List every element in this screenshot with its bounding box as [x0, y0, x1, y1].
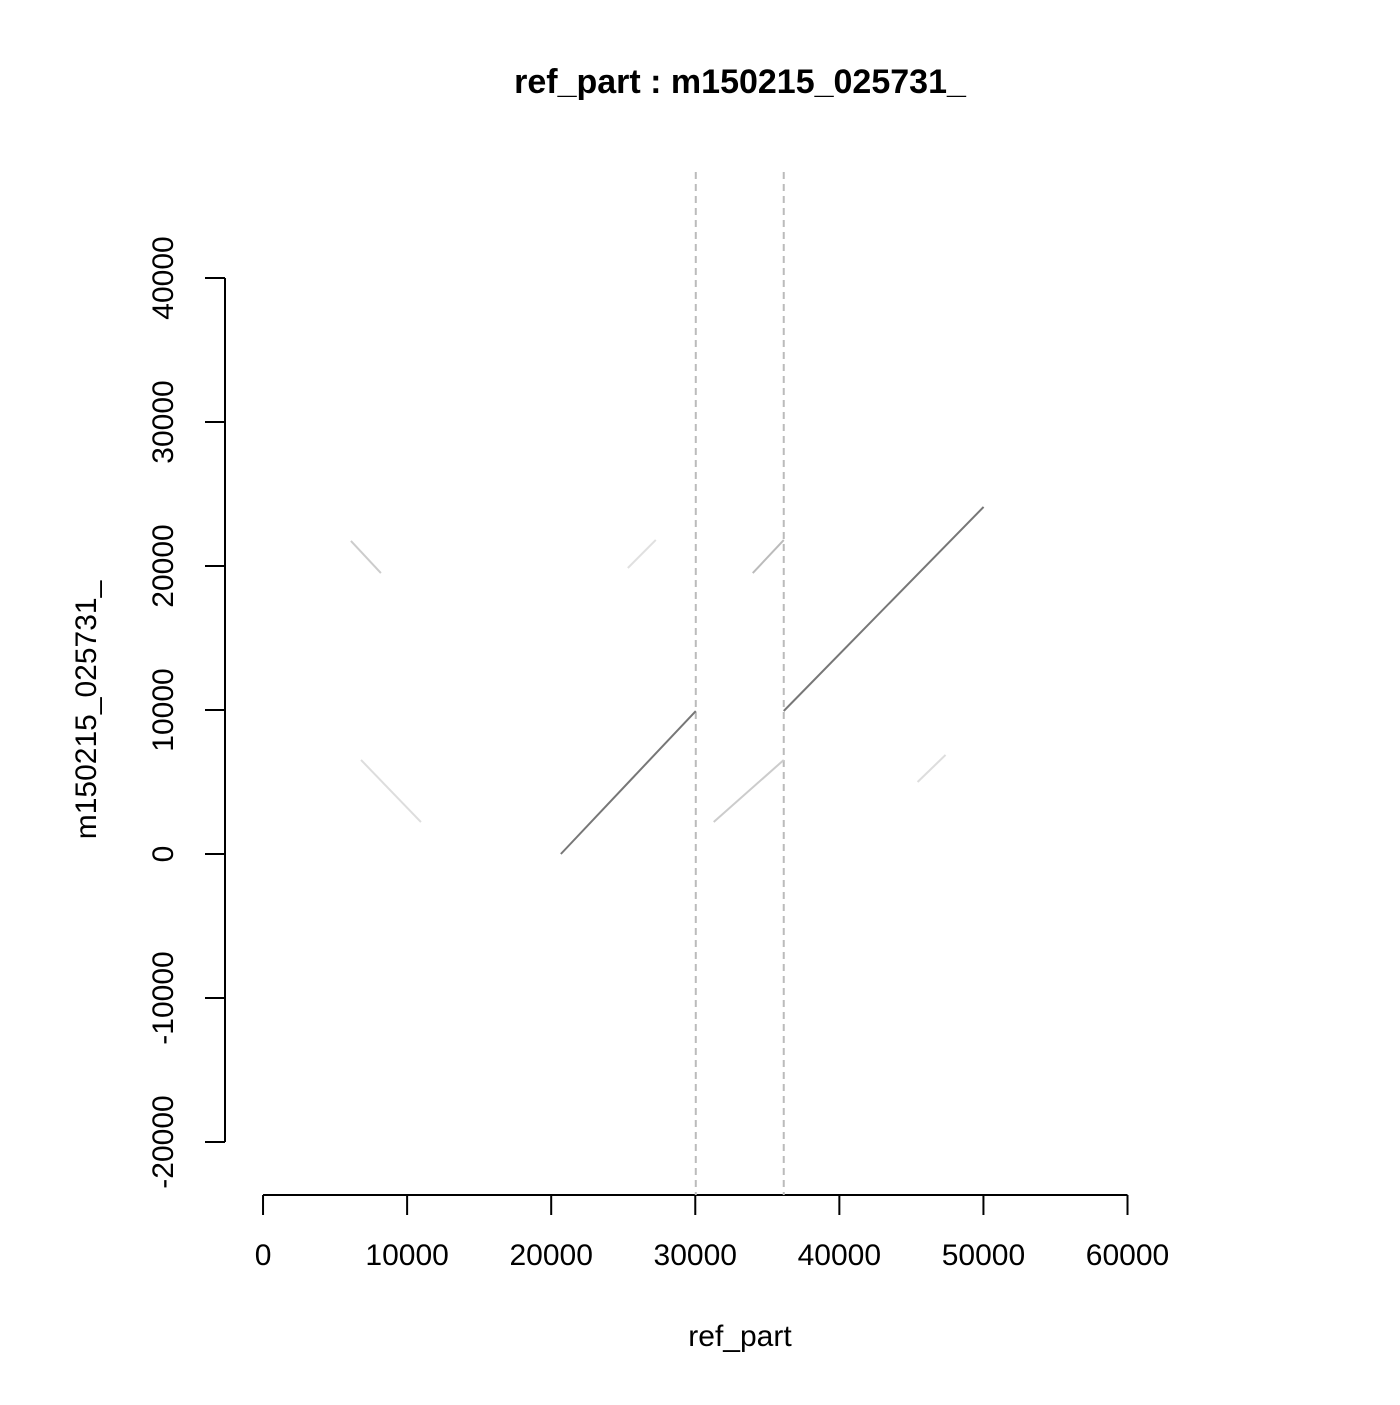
y-tick-label: 10000 — [147, 668, 180, 751]
alignment-segment — [627, 539, 657, 569]
y-tick-label: -10000 — [147, 951, 180, 1044]
x-tick-label: 50000 — [942, 1239, 1025, 1272]
alignment-segment — [360, 759, 422, 823]
x-axis-label: ref_part — [688, 1320, 792, 1353]
y-tick-label: -20000 — [147, 1095, 180, 1188]
alignment-segment — [560, 710, 697, 855]
x-tick-label: 0 — [255, 1239, 272, 1272]
x-tick-label: 60000 — [1086, 1239, 1169, 1272]
y-tick-label: 40000 — [147, 236, 180, 319]
y-tick-label: 0 — [147, 846, 180, 863]
y-axis-label: m150215_025731_ — [70, 579, 103, 839]
alignment-segment — [752, 539, 785, 574]
x-tick-label: 30000 — [654, 1239, 737, 1272]
alignment-segment — [783, 506, 985, 712]
alignment-segment — [916, 754, 947, 783]
x-tick-label: 10000 — [365, 1239, 448, 1272]
x-tick-label: 40000 — [798, 1239, 881, 1272]
y-tick-label: 20000 — [147, 524, 180, 607]
y-tick-label: 30000 — [147, 380, 180, 463]
alignment-segment — [350, 540, 382, 574]
alignment-segment — [713, 759, 785, 823]
chart-title: ref_part : m150215_025731_ — [514, 63, 967, 101]
x-tick-label: 20000 — [509, 1239, 592, 1272]
